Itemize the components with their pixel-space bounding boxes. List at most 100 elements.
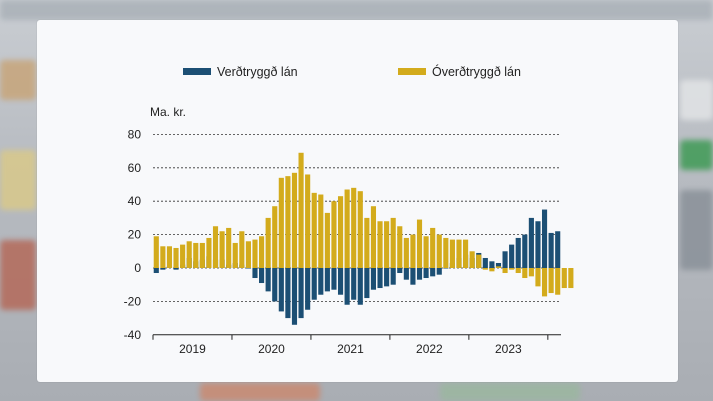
y-axis-labels: -40 -20 0 20 40 60 80 [124, 127, 142, 341]
bar-overdtryggd [199, 242, 205, 268]
bar-overdtryggd [305, 174, 311, 268]
bar-verdtryggd [357, 268, 363, 305]
bar-verdtryggd [285, 268, 291, 319]
bar-verdtryggd [364, 268, 370, 299]
bar-verdtryggd [489, 261, 495, 268]
bar-verdtryggd [311, 268, 317, 300]
bar-verdtryggd [482, 257, 488, 268]
bar-overdtryggd [416, 219, 423, 268]
bar-overdtryggd [390, 217, 396, 268]
bar-overdtryggd [397, 226, 403, 268]
background-strip-top [0, 0, 713, 20]
bar-overdtryggd [298, 152, 304, 268]
bar-overdtryggd [206, 237, 212, 268]
bar-overdtryggd [502, 268, 508, 274]
bar-overdtryggd [291, 172, 298, 268]
bar-verdtryggd [541, 209, 548, 268]
bar-overdtryggd [568, 268, 574, 289]
bar-verdtryggd [351, 268, 357, 300]
bar-overdtryggd [318, 194, 324, 268]
x-tick-label: 2022 [416, 342, 443, 356]
bar-verdtryggd [245, 268, 251, 269]
background-house [0, 150, 36, 210]
bar-overdtryggd [423, 236, 429, 268]
bar-verdtryggd [403, 268, 409, 280]
bar-overdtryggd [259, 236, 265, 268]
bar-verdtryggd [535, 221, 541, 268]
bar-overdtryggd [436, 234, 442, 268]
bar-overdtryggd [180, 244, 186, 268]
bar-verdtryggd [416, 268, 423, 280]
bar-overdtryggd [212, 226, 219, 268]
bar-verdtryggd [410, 268, 416, 285]
background-roof [440, 383, 580, 401]
bar-overdtryggd [265, 217, 271, 268]
legend-label: Verðtryggð lán [217, 65, 298, 79]
bar-overdtryggd [522, 268, 528, 279]
background-roof [200, 383, 320, 401]
bar-overdtryggd [489, 268, 495, 272]
bar-overdtryggd [160, 246, 166, 268]
bar-overdtryggd [226, 227, 232, 268]
bar-overdtryggd [548, 268, 554, 294]
chart: Verðtryggð lán Óverðtryggð lán Ma. kr. -4… [124, 64, 574, 356]
y-tick-label: 60 [128, 161, 142, 175]
bar-verdtryggd [252, 268, 258, 279]
bar-overdtryggd [166, 246, 173, 268]
bar-overdtryggd [561, 268, 567, 289]
gridlines [153, 134, 561, 302]
legend: Verðtryggð lán Óverðtryggð lán [183, 64, 521, 79]
bar-overdtryggd [337, 196, 344, 268]
bar-overdtryggd [285, 176, 291, 268]
bar-overdtryggd [370, 206, 377, 268]
bars [153, 152, 574, 325]
bar-overdtryggd [384, 221, 390, 268]
bar-overdtryggd [449, 239, 455, 268]
bar-verdtryggd [278, 268, 284, 312]
background-house [0, 60, 36, 100]
background-roof [680, 140, 713, 170]
unit-label: Ma. kr. [150, 105, 186, 119]
bar-verdtryggd [515, 237, 521, 268]
bar-verdtryggd [495, 262, 502, 268]
bar-overdtryggd [219, 231, 225, 268]
y-tick-label: 80 [128, 127, 142, 141]
bar-overdtryggd [443, 237, 449, 268]
bar-overdtryggd [430, 227, 436, 268]
bar-verdtryggd [337, 268, 344, 295]
x-axis: 2019 2020 2021 2022 2023 [152, 334, 561, 356]
bar-verdtryggd [522, 234, 528, 268]
bar-verdtryggd [305, 268, 311, 310]
bar-verdtryggd [528, 217, 534, 268]
bar-overdtryggd [351, 187, 357, 268]
bar-overdtryggd [469, 251, 475, 268]
bar-verdtryggd [443, 268, 449, 269]
bar-verdtryggd [430, 268, 436, 277]
bar-overdtryggd [463, 239, 469, 268]
y-tick-label: 0 [134, 261, 141, 275]
bar-overdtryggd [252, 239, 258, 268]
bar-overdtryggd [495, 266, 502, 268]
bar-verdtryggd [436, 268, 442, 275]
bar-overdtryggd [357, 191, 363, 268]
bar-overdtryggd [311, 192, 317, 268]
bar-overdtryggd [403, 237, 409, 268]
bar-overdtryggd [555, 268, 561, 295]
background-house [680, 190, 713, 270]
bar-overdtryggd [456, 239, 462, 268]
bar-overdtryggd [173, 247, 179, 268]
bar-overdtryggd [535, 268, 541, 287]
bar-verdtryggd [298, 268, 304, 319]
bar-verdtryggd [377, 268, 383, 289]
background-house [0, 240, 36, 310]
bar-verdtryggd [153, 268, 159, 274]
bar-overdtryggd [364, 217, 370, 268]
bar-verdtryggd [390, 268, 396, 285]
bar-verdtryggd [318, 268, 324, 295]
bar-overdtryggd [239, 231, 245, 268]
bar-overdtryggd [232, 242, 238, 268]
bar-verdtryggd [397, 268, 403, 274]
bar-verdtryggd [324, 268, 330, 292]
bar-verdtryggd [272, 268, 278, 302]
bar-overdtryggd [278, 177, 284, 268]
